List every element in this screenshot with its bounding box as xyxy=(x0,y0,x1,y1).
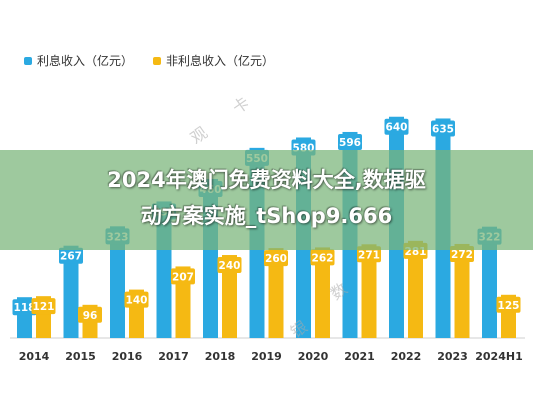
legend-label-interest: 利息收入（亿元） xyxy=(37,54,134,68)
x-tick-label-2022: 2022 xyxy=(391,350,422,363)
value-label-bg-interest-2014 xyxy=(12,299,37,316)
x-tick-label-2017: 2017 xyxy=(158,350,189,363)
x-tick-label-2015: 2015 xyxy=(65,350,96,363)
x-tick-label-2014: 2014 xyxy=(19,350,50,363)
value-label-bg-noninterest-2015 xyxy=(78,306,102,323)
bar-interest-2024H1 xyxy=(482,226,497,338)
value-label-noninterest-2014: 121 xyxy=(33,301,55,313)
value-label-interest-2014: 118 xyxy=(14,302,36,314)
overlay-headline-line-2: 动方案实施_tShop9.666 xyxy=(140,204,393,228)
x-tick-label-2018: 2018 xyxy=(205,350,236,363)
legend-swatch-noninterest xyxy=(153,56,162,65)
bar-interest-2015 xyxy=(63,245,79,338)
value-label-noninterest-2024H1: 125 xyxy=(498,300,520,312)
value-label-noninterest-2020: 262 xyxy=(312,252,334,264)
bar-noninterest-2019 xyxy=(268,248,284,338)
value-label-bg-noninterest-2020 xyxy=(310,249,335,266)
overlay-banner xyxy=(0,150,533,250)
value-label-noninterest-2018: 240 xyxy=(219,260,241,272)
value-label-interest-2021: 596 xyxy=(339,137,361,149)
value-label-noninterest-2021: 271 xyxy=(358,249,380,261)
bar-noninterest-2018 xyxy=(222,255,237,338)
value-label-bg-interest-2021 xyxy=(338,133,362,150)
legend-item-noninterest[interactable]: 非利息收入（亿元） xyxy=(153,52,274,69)
chart-legend: 利息收入（亿元） 非利息收入（亿元） xyxy=(24,52,274,69)
value-label-bg-noninterest-2021 xyxy=(357,246,381,263)
overlay-headline-line-1: 2024年澳门免费资料大全,数据驱 xyxy=(107,168,426,192)
value-label-interest-2015: 267 xyxy=(60,251,82,263)
legend-label-noninterest: 非利息收入（亿元） xyxy=(166,54,275,68)
overlay-headline: 2024年澳门免费资料大全,数据驱 动方案实施_tShop9.666 xyxy=(0,162,533,234)
value-label-noninterest-2016: 140 xyxy=(126,295,148,307)
x-tick-label-2024H1: 2024H1 xyxy=(475,350,522,363)
bar-noninterest-2023 xyxy=(454,243,470,338)
legend-swatch-interest xyxy=(24,56,32,65)
x-tick-label-2019: 2019 xyxy=(251,350,282,363)
value-label-bg-interest-2022 xyxy=(384,118,409,135)
x-tick-label-2021: 2021 xyxy=(344,350,375,363)
value-label-bg-noninterest-2017 xyxy=(171,268,195,285)
value-label-bg-noninterest-2019 xyxy=(264,250,288,267)
value-label-bg-noninterest-2014 xyxy=(31,298,56,315)
bar-noninterest-2020 xyxy=(315,247,330,338)
value-label-noninterest-2023: 272 xyxy=(451,249,473,261)
value-label-interest-2022: 640 xyxy=(386,122,408,134)
x-tick-label-2023: 2023 xyxy=(437,350,468,363)
x-tick-label-2016: 2016 xyxy=(112,350,143,363)
bar-noninterest-2021 xyxy=(361,244,377,338)
x-tick-label-2020: 2020 xyxy=(298,350,329,363)
value-label-noninterest-2019: 260 xyxy=(265,253,287,265)
value-label-bg-interest-2015 xyxy=(59,247,83,264)
bar-interest-2016 xyxy=(110,226,125,338)
value-label-noninterest-2015: 96 xyxy=(83,310,98,322)
value-label-noninterest-2017: 207 xyxy=(172,271,194,283)
value-label-bg-interest-2023 xyxy=(431,120,455,137)
value-label-bg-noninterest-2018 xyxy=(217,257,242,274)
value-label-bg-noninterest-2016 xyxy=(124,291,149,308)
value-label-interest-2023: 635 xyxy=(432,123,454,135)
legend-item-interest[interactable]: 利息收入（亿元） xyxy=(24,52,133,69)
value-label-bg-noninterest-2024H1 xyxy=(496,296,521,313)
bar-noninterest-2022 xyxy=(408,240,423,338)
